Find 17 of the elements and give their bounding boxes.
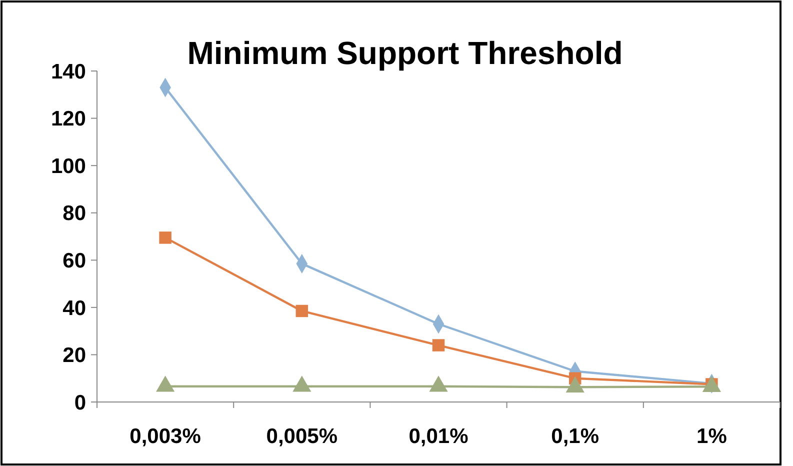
- point: [296, 304, 308, 318]
- x-tick-label: 0,01%: [408, 425, 469, 448]
- y-tick-label: 60: [62, 249, 86, 272]
- point: [432, 339, 445, 352]
- x-tick-label: 0,1%: [551, 425, 600, 448]
- y-tick-label: 80: [62, 202, 86, 226]
- y-tick-label: 100: [50, 154, 86, 178]
- y-tick-label: 120: [50, 108, 86, 131]
- point: [159, 232, 172, 244]
- y-tick-label: 0: [74, 391, 86, 414]
- y-tick-label: 20: [62, 344, 86, 368]
- y-tick-label: 40: [62, 296, 86, 320]
- x-tick-label: 0,003%: [130, 425, 202, 448]
- x-tick-label: 0,005%: [266, 425, 338, 448]
- y-tick-label: 140: [50, 60, 86, 84]
- x-tick-label: 1%: [696, 425, 728, 448]
- chart-title: Minimum Support Threshold: [187, 35, 623, 71]
